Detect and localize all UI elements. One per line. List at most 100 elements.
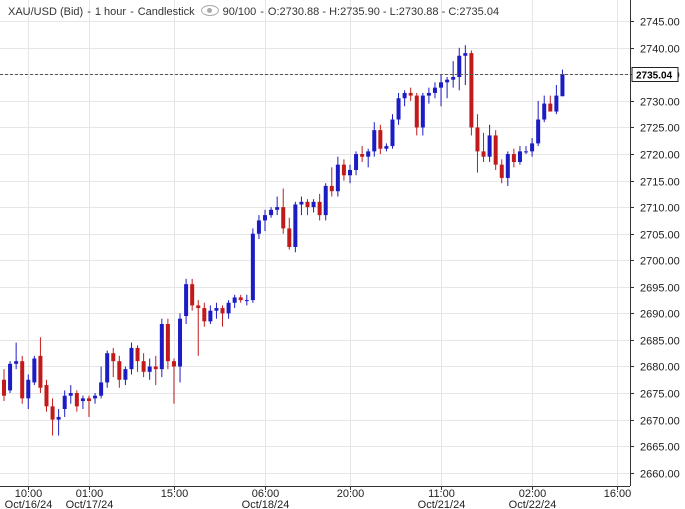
candle-down [20,355,25,404]
y-tick-label: 2730.00 [640,97,680,109]
candle-down [408,87,413,101]
candle-down [378,124,383,155]
candle-down [190,278,195,311]
candle-up [372,122,377,157]
candle-body [190,284,195,306]
candle-down [548,95,553,112]
x-tick-time: 11:00 [428,488,455,500]
x-tick-date: Oct/22/24 [509,499,557,509]
candle-up [420,92,425,136]
candle-down [499,159,504,184]
header-separator: - [260,6,264,18]
candle-body [275,207,280,210]
candle-up [244,294,249,306]
candle-body [238,297,243,301]
candle-body [214,308,219,311]
candle-body [44,385,49,407]
candle-body [32,358,37,383]
candle-body [178,318,183,367]
candle-down [86,395,91,417]
candle-body [153,366,158,370]
candle-down [511,148,516,168]
candle-body [281,207,286,229]
candle-body [402,92,407,99]
candle-body [2,379,6,396]
candle-up [129,342,134,375]
candle-body [74,393,79,407]
candle-body [171,361,176,367]
candle-down [111,347,116,378]
candle-down [414,92,419,136]
range-label: 90/100 [222,6,257,18]
candle-body [293,204,298,247]
candle-body [68,393,73,396]
candle-body [517,151,522,162]
candle-body [439,82,444,88]
candle-up [256,215,261,240]
candle-body [250,233,255,301]
candle-up [250,228,255,303]
candle-up [99,366,104,399]
last-price-label: 2735.04 [636,71,673,82]
x-tick-time: 20:00 [337,488,365,500]
candle-up [517,146,522,165]
candle-body [159,324,164,370]
candle-down [50,398,55,436]
candle-body [129,347,134,370]
candle-body [432,87,437,93]
candle-body [463,53,468,56]
x-tick-date: Oct/16/24 [5,499,53,509]
candle-body [202,308,207,322]
candle-body [360,154,365,157]
candle-up [463,45,468,85]
candle-up [62,390,67,417]
candle-body [390,119,395,147]
candle-up [32,355,37,386]
candle-up [105,350,110,388]
candle-body [208,310,213,322]
candle-up [263,209,268,232]
candle-up [269,207,274,218]
eye-icon[interactable] [200,5,219,16]
last-price-marker: 2735.04 [0,67,679,82]
candle-body [487,135,492,157]
y-tick-label: 2710.00 [640,203,680,215]
candle-body [378,130,383,149]
candle-body [86,398,91,402]
y-tick-label: 2665.00 [640,442,680,454]
candle-up [14,342,19,370]
candle-down [220,305,225,327]
candle-body [256,220,261,234]
candle-body [396,98,401,120]
y-tick-label: 2680.00 [640,362,680,374]
candle-body [524,151,529,153]
candle-body [14,361,19,364]
interval-label[interactable]: 1 hour [94,6,127,18]
candle-up [432,82,437,99]
candle-up [384,143,389,152]
candle-down [481,132,486,162]
candle-up [178,313,183,383]
candle-up [396,92,401,125]
candle-body [372,130,377,152]
chart-type-label[interactable]: Candlestick [137,6,195,18]
candles [2,45,565,436]
candle-down [153,355,158,386]
y-tick-label: 2670.00 [640,416,680,428]
y-tick-label: 2705.00 [640,230,680,242]
symbol-label[interactable]: XAU/USD (Bid) [8,6,84,18]
candle-body [548,103,553,112]
candle-body [184,284,189,317]
candle-down [44,379,49,412]
candle-up [8,361,13,394]
candle-body [62,395,67,409]
candle-body [269,209,274,216]
candle-up [366,148,371,168]
grid-lines [0,0,630,486]
candle-body [80,398,85,402]
candle-up [214,302,219,319]
candle-up [426,87,431,104]
candle-up [226,300,231,319]
